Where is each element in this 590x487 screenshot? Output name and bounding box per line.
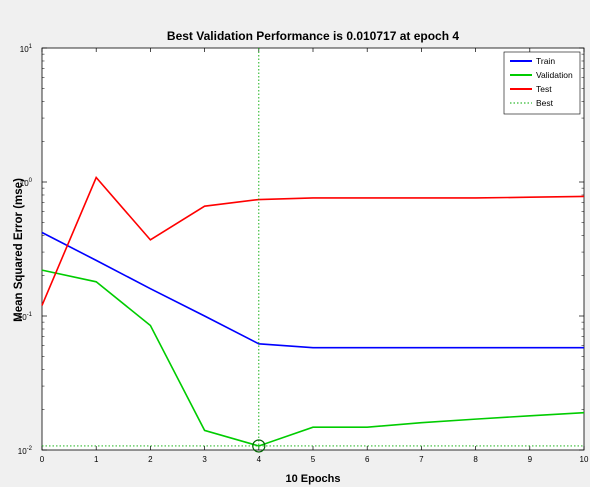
y-tick-base: 10	[18, 447, 27, 456]
plot-area	[41, 47, 585, 451]
x-tick-label: 7	[419, 455, 424, 464]
best-point-marker	[252, 439, 266, 453]
x-axis-label: 10 Epochs	[285, 473, 340, 485]
x-tick-label: 1	[94, 455, 99, 464]
x-tick-label: 6	[365, 455, 370, 464]
x-tick-label: 5	[311, 455, 316, 464]
chart-title: Best Validation Performance is 0.010717 …	[167, 29, 459, 43]
y-tick-base: 10	[20, 179, 29, 188]
legend-label-train: Train	[536, 56, 555, 66]
x-tick-label: 4	[257, 455, 262, 464]
y-axis-label: Mean Squared Error (mse)	[13, 178, 25, 322]
legend: Train Validation Test Best	[503, 51, 581, 115]
x-tick-label: 10	[580, 455, 589, 464]
y-tick-exponent: -1	[27, 312, 33, 318]
x-tick-label: 0	[40, 455, 45, 464]
y-tick-label: 10-2	[18, 446, 33, 456]
x-tick-label: 2	[148, 455, 153, 464]
legend-label-validation: Validation	[536, 70, 573, 80]
x-tick-label: 8	[473, 455, 478, 464]
legend-box	[503, 51, 581, 115]
x-tick-label: 9	[528, 455, 533, 464]
y-tick-base: 10	[18, 313, 27, 322]
x-tick-label: 3	[202, 455, 207, 464]
y-tick-label: 10-1	[18, 312, 33, 322]
y-tick-exponent: -2	[27, 446, 33, 452]
y-tick-label: 100	[20, 178, 33, 188]
legend-label-test: Test	[536, 84, 552, 94]
y-tick-exponent: 0	[29, 178, 33, 184]
series-line-validation	[41, 269, 585, 447]
series-line-test	[41, 176, 585, 306]
x-axis-ticks: 0 1 2 3 4 5 6 7 8 9 10	[40, 48, 589, 464]
series-layer	[41, 48, 585, 453]
y-tick-label: 101	[20, 44, 33, 54]
y-tick-base: 10	[20, 45, 29, 54]
series-line-train	[41, 231, 584, 349]
legend-label-best: Best	[536, 98, 554, 108]
y-tick-exponent: 1	[29, 44, 33, 50]
